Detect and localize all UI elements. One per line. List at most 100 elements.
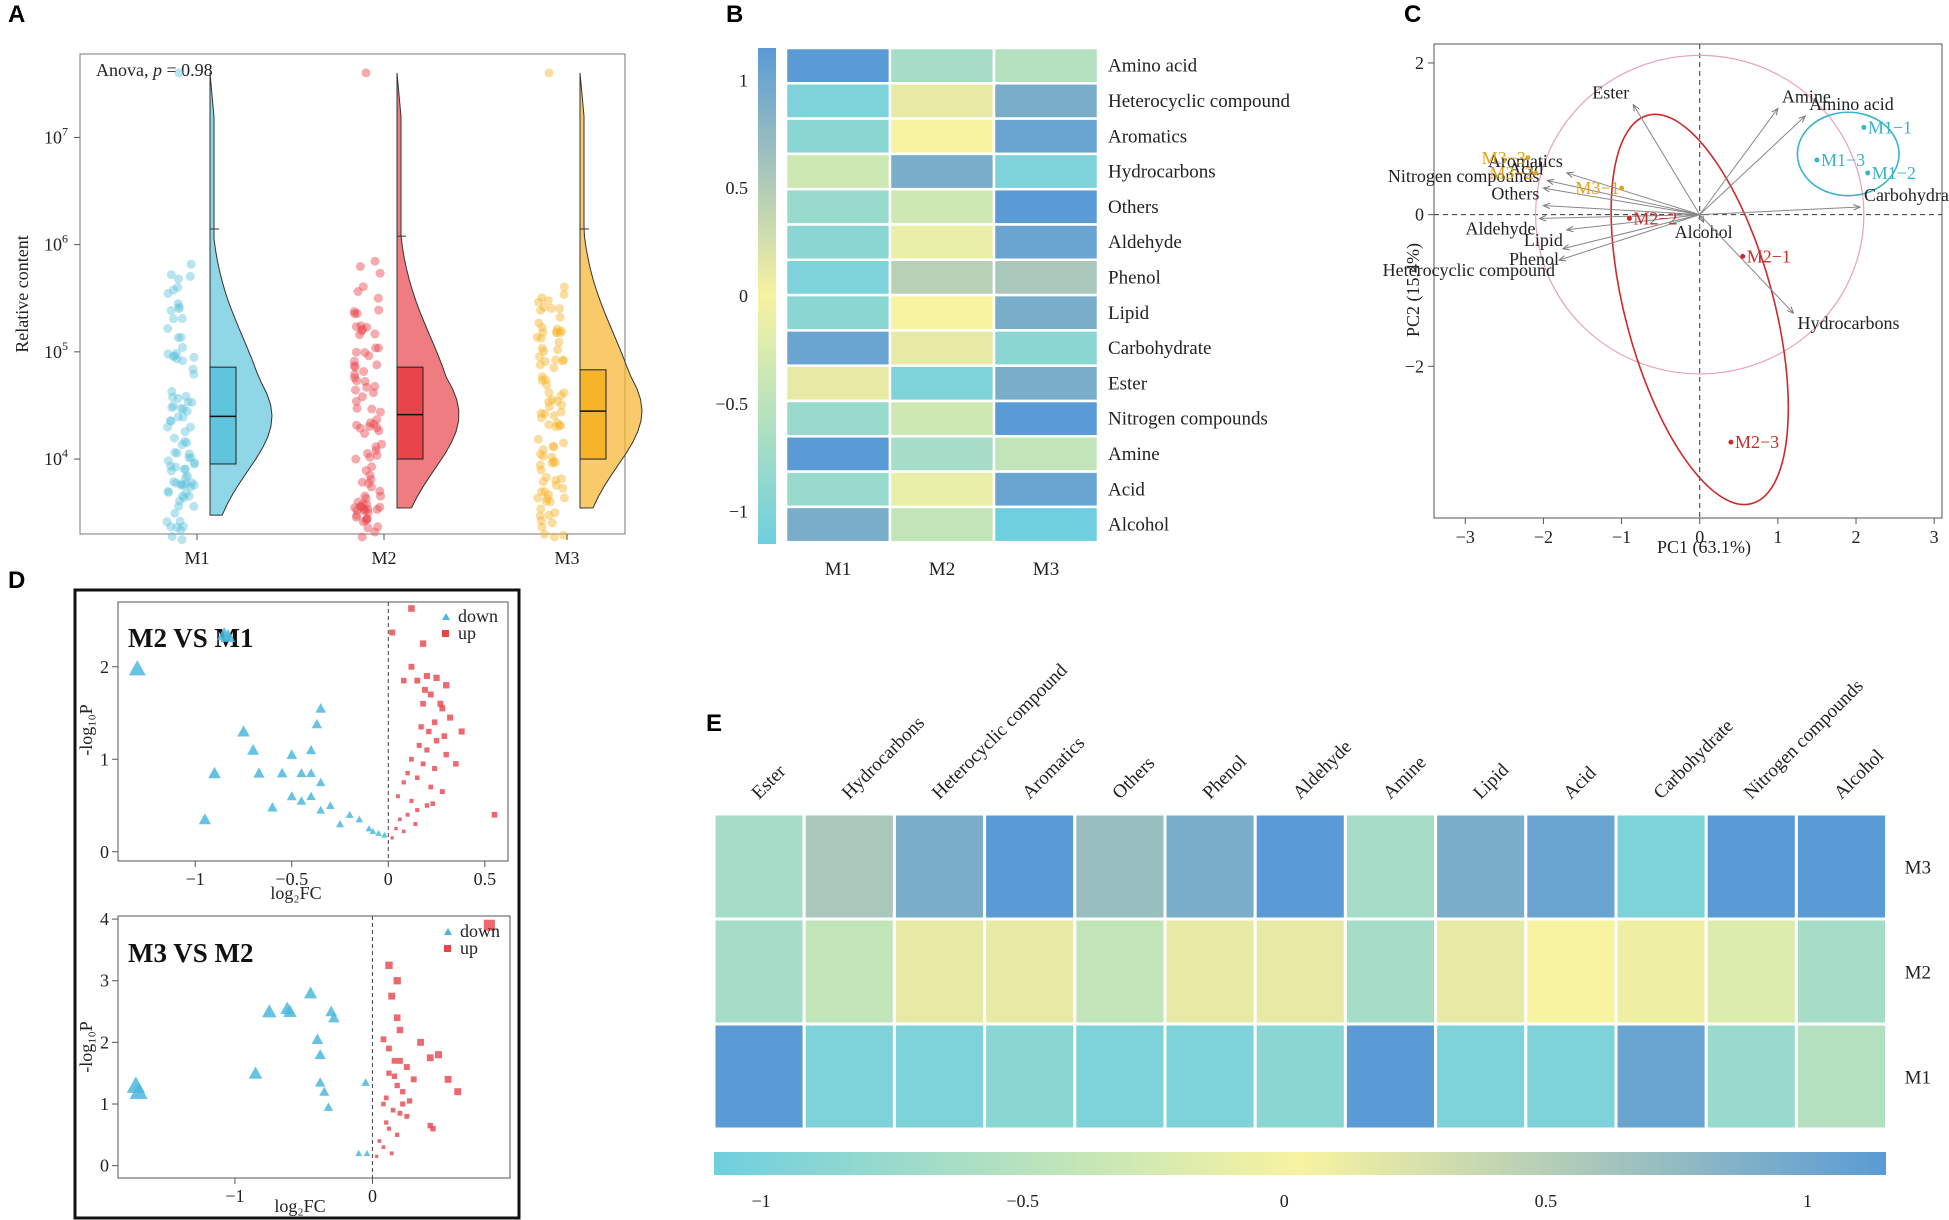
point-M1 bbox=[189, 480, 199, 490]
point-M3 bbox=[537, 372, 547, 382]
D1-plot-down-point-28 bbox=[369, 827, 377, 835]
point-M3 bbox=[551, 422, 561, 432]
panel-d1-ylabel: -log₁₀P bbox=[76, 704, 96, 756]
point-M1 bbox=[163, 486, 173, 496]
D2-plot-up-point-20 bbox=[381, 1101, 386, 1107]
D2-plot-down-point-11 bbox=[314, 1077, 326, 1087]
point-M2 bbox=[350, 309, 360, 319]
D2-plot-up-point-7 bbox=[386, 1045, 392, 1052]
point-M3 bbox=[536, 449, 545, 459]
D1-plot-up-point-7 bbox=[433, 674, 440, 681]
point-M3 bbox=[532, 332, 542, 342]
point-M2 bbox=[363, 504, 373, 514]
D1-plot-down-point-19 bbox=[336, 820, 345, 828]
point-M3 bbox=[549, 442, 559, 452]
point-M1 bbox=[163, 289, 173, 298]
e-cell-0-11 bbox=[1704, 812, 1798, 921]
point-M3 bbox=[559, 282, 569, 292]
D1-plot-up-point-39 bbox=[401, 829, 406, 834]
D1-plot-up-point-9 bbox=[427, 691, 434, 698]
c-vector-arrow-11 bbox=[1697, 215, 1705, 224]
point-M3 bbox=[559, 355, 569, 365]
D1-plot-up-point-22 bbox=[420, 761, 426, 767]
point-M3 bbox=[540, 356, 550, 366]
b-cell-10-1 bbox=[888, 399, 996, 438]
point-M1 bbox=[164, 487, 174, 497]
point-M3 bbox=[537, 293, 547, 303]
e-cell-1-3 bbox=[983, 917, 1077, 1026]
anova-annotation: Anova, p = 0.98 bbox=[96, 60, 213, 80]
b-cell-0-0 bbox=[784, 46, 892, 85]
point-M3 bbox=[541, 375, 551, 385]
point-M1 bbox=[183, 397, 193, 407]
point-M1 bbox=[173, 393, 183, 403]
point-M3 bbox=[540, 487, 550, 496]
point-M2 bbox=[365, 418, 375, 428]
e-cell-2-7 bbox=[1343, 1022, 1438, 1131]
point-M2 bbox=[374, 343, 383, 353]
point-M3 bbox=[549, 363, 559, 373]
panel-d2-frame bbox=[117, 915, 511, 1179]
point-M1 bbox=[177, 491, 187, 501]
c-vector-arrow-4 bbox=[1546, 178, 1555, 185]
point-M1 bbox=[166, 416, 176, 426]
e-cell-0-9 bbox=[1524, 812, 1618, 921]
point-M2 bbox=[352, 505, 362, 515]
b-row-label-6: Phenol bbox=[1108, 267, 1161, 288]
point-M3 bbox=[537, 487, 546, 497]
c-point-label-0: M1−1 bbox=[1868, 117, 1912, 137]
b-cell-0-1 bbox=[888, 46, 996, 85]
point-M1 bbox=[174, 274, 183, 284]
panel-label-b: B bbox=[726, 1, 743, 28]
D1-plot-up-point-3 bbox=[408, 663, 415, 670]
D1-plot-down-point-26 bbox=[267, 802, 278, 812]
point-M3 bbox=[558, 483, 568, 493]
D2-plot-legend-down: down bbox=[460, 921, 500, 941]
point-M2 bbox=[362, 514, 372, 524]
point-M3 bbox=[535, 352, 544, 362]
point-M1 bbox=[176, 332, 186, 342]
D2-plot-up-point-21 bbox=[390, 1107, 396, 1113]
point-M1 bbox=[173, 412, 183, 422]
D2-plot-ytick-label-3: 3 bbox=[100, 971, 109, 991]
c-ytick-label-0: 2 bbox=[1415, 53, 1424, 73]
b-colorbar-gradient bbox=[758, 48, 776, 544]
b-cell-9-0 bbox=[784, 364, 892, 403]
D1-plot-up-point-2 bbox=[419, 640, 427, 647]
b-cell-5-2 bbox=[992, 223, 1100, 262]
point-M1 bbox=[163, 456, 173, 466]
e-cell-0-6 bbox=[1253, 812, 1347, 921]
D2-plot-up-point-12 bbox=[397, 1057, 403, 1064]
point-M3 bbox=[535, 511, 545, 521]
point-M1 bbox=[168, 352, 178, 362]
c-point-label-6: M3−3 bbox=[1482, 148, 1526, 168]
point-M2 bbox=[362, 322, 372, 332]
point-M1 bbox=[166, 270, 176, 280]
point-M2 bbox=[351, 347, 361, 357]
b-cell-3-1 bbox=[888, 152, 996, 191]
panel-d2-ylabel: -log₁₀P bbox=[76, 1021, 96, 1073]
b-cell-4-1 bbox=[888, 187, 996, 226]
panel-a-xlabel-M3: M3 bbox=[554, 548, 579, 568]
c-point-label-3: M2−2 bbox=[1633, 208, 1677, 228]
e-col-label-10: Carbohydrate bbox=[1650, 716, 1738, 804]
point-M3 bbox=[537, 375, 547, 385]
b-cell-1-2 bbox=[992, 82, 1100, 120]
point-M3 bbox=[553, 396, 562, 406]
point-M2 bbox=[362, 499, 372, 509]
c-vector-arrow-13 bbox=[1786, 306, 1795, 315]
point-M1 bbox=[162, 517, 172, 527]
b-cell-13-0 bbox=[784, 505, 892, 544]
point-M2 bbox=[375, 486, 385, 496]
b-cell-11-0 bbox=[784, 435, 892, 473]
b-cell-0-2 bbox=[992, 46, 1100, 85]
D1-plot-up-point-42 bbox=[430, 801, 435, 806]
point-M1 bbox=[184, 449, 194, 459]
point-M1 bbox=[177, 440, 187, 450]
point-M2 bbox=[372, 360, 382, 370]
point-M1 bbox=[187, 397, 197, 407]
c-ytick-label-2: −2 bbox=[1405, 356, 1424, 376]
D2-plot-up-point-0 bbox=[483, 919, 495, 931]
e-cell-0-2 bbox=[892, 812, 987, 921]
